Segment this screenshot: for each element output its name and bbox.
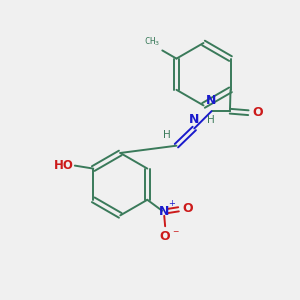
Text: N: N [188, 113, 199, 126]
Text: +: + [168, 199, 175, 208]
Text: N: N [206, 94, 216, 107]
Text: N: N [158, 205, 169, 218]
Text: H: H [163, 130, 171, 140]
Text: O: O [252, 106, 263, 119]
Text: $^{-}$: $^{-}$ [172, 229, 179, 239]
Text: O: O [182, 202, 193, 215]
Text: H: H [207, 115, 215, 125]
Text: HO: HO [53, 158, 73, 172]
Text: CH$_3$: CH$_3$ [144, 36, 161, 48]
Text: O: O [160, 230, 170, 243]
